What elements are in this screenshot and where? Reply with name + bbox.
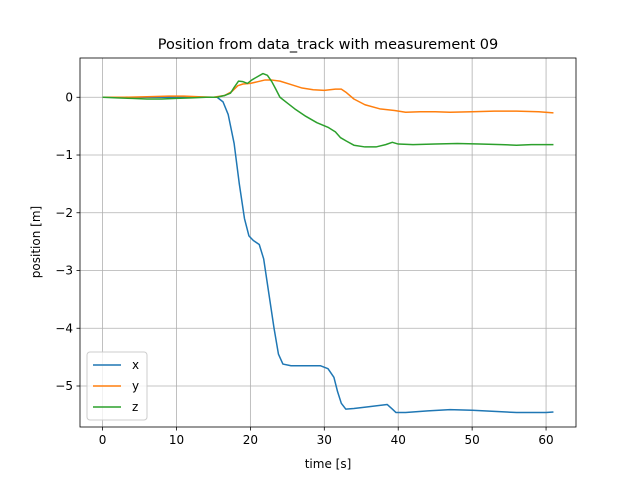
y-axis-label: position [m] [29, 206, 43, 278]
legend-label-y: y [132, 379, 139, 393]
y-tick-label: −2 [55, 206, 73, 220]
y-tick-label: −4 [55, 321, 73, 335]
x-axis-label: time [s] [305, 457, 352, 471]
legend-label-z: z [132, 400, 138, 414]
x-tick-label: 10 [169, 433, 184, 447]
series-line-z [102, 72, 554, 148]
x-tick-label: 40 [391, 433, 406, 447]
x-tick-label: 50 [465, 433, 480, 447]
y-tick-label: −1 [55, 148, 73, 162]
x-tick-label: 20 [243, 433, 258, 447]
series-line-x [102, 96, 554, 414]
plot-area: 0 10 20 30 40 50 60 0 −1 −2 −3 −4 −5 xyz [55, 57, 577, 447]
y-tick-label: −5 [55, 379, 73, 393]
x-tick-label: 0 [99, 433, 107, 447]
y-tick-label: −3 [55, 264, 73, 278]
y-tick-label: 0 [65, 90, 73, 104]
x-tick-label: 60 [538, 433, 553, 447]
axes-frame [79, 57, 577, 428]
legend-label-x: x [132, 358, 139, 372]
x-tick-label: 30 [317, 433, 332, 447]
chart-title: Position from data_track with measuremen… [158, 37, 498, 53]
